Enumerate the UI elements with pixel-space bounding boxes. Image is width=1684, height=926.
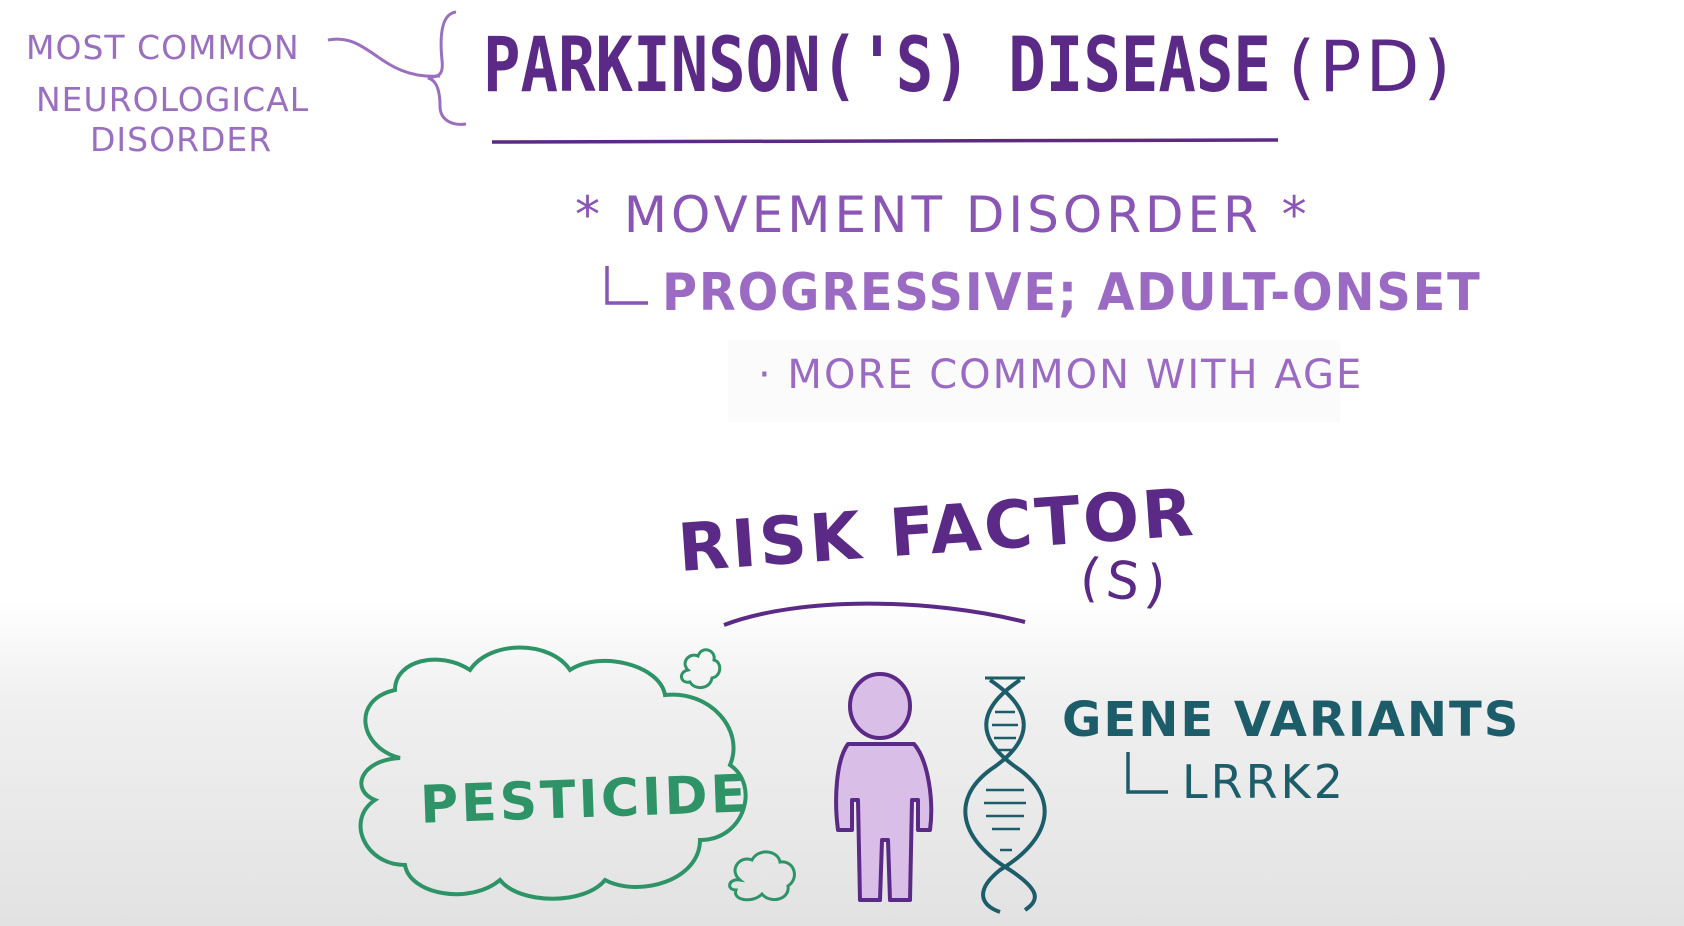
side-note-line-3: DISORDER xyxy=(90,120,273,159)
gene-variants-label: Gene Variants xyxy=(1062,692,1521,748)
risk-underline xyxy=(723,601,1026,627)
curly-bracket-icon xyxy=(427,10,467,126)
dna-helix-icon xyxy=(963,676,1047,914)
title-underline xyxy=(491,137,1279,144)
title-abbreviation: (PD) xyxy=(1288,26,1455,108)
corner-arrow-icon xyxy=(605,266,648,305)
person-icon xyxy=(834,672,934,902)
side-note-line-2: NEUROLOGICAL xyxy=(36,80,310,119)
page-title: Parkinson('s) Disease xyxy=(483,20,1271,109)
gene-corner-arrow-icon xyxy=(1126,752,1168,794)
progressive-note: Progressive; Adult-Onset xyxy=(662,263,1482,323)
side-note-connector xyxy=(327,37,441,78)
lrrk2-label: LRRK2 xyxy=(1182,755,1346,809)
small-cloud-icon xyxy=(728,850,796,902)
cloud-icon xyxy=(358,645,748,901)
small-cloud-icon xyxy=(680,648,722,689)
age-note: · More Common with Age xyxy=(758,352,1364,398)
side-note-line-1: MOST COMMON xyxy=(26,28,300,67)
movement-disorder-note: * Movement Disorder * xyxy=(575,186,1311,244)
age-note-highlight xyxy=(728,340,1340,422)
